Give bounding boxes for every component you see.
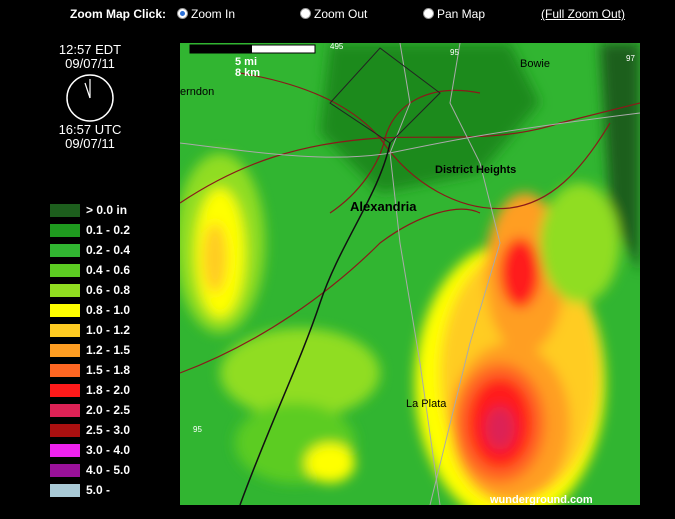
radio-zoom-in[interactable] (177, 8, 188, 19)
local-time: 12:57 EDT (58, 42, 122, 57)
legend-label: 0.8 - 1.0 (86, 303, 131, 317)
legend-swatch (50, 404, 80, 417)
legend-label: 2.5 - 3.0 (86, 423, 131, 437)
legend-label: 0.2 - 0.4 (86, 243, 131, 257)
legend-swatch (50, 344, 80, 357)
legend-swatch (50, 204, 80, 217)
credit: wunderground.com (489, 494, 593, 505)
scale-mi: 5 mi (235, 56, 257, 68)
road-shield: 95 (193, 425, 202, 434)
road-shield: 97 (626, 54, 635, 63)
place-label: District Heights (435, 164, 516, 176)
legend-swatch (50, 464, 80, 477)
legend-swatch (50, 384, 80, 397)
legend-swatch (50, 364, 80, 377)
legend-swatch (50, 304, 80, 317)
legend-swatch (50, 324, 80, 337)
road-shield: 95 (450, 48, 459, 57)
utc-time: 16:57 UTC (58, 122, 122, 137)
option-label[interactable]: Zoom In (191, 7, 236, 21)
radio-pan[interactable] (423, 8, 434, 19)
option-label[interactable]: Pan Map (437, 7, 486, 21)
clock (66, 74, 114, 122)
legend-label: 5.0 - (86, 483, 111, 497)
legend-label: 0.6 - 0.8 (86, 283, 131, 297)
legend-label: 1.5 - 1.8 (86, 363, 131, 377)
full-zoom-link[interactable]: (Full Zoom Out) (541, 7, 626, 21)
option-label[interactable]: Zoom Out (314, 7, 368, 21)
legend-label: 0.4 - 0.6 (86, 263, 131, 277)
legend-label: 1.2 - 1.5 (86, 343, 131, 357)
toolbar-label: Zoom Map Click: (70, 7, 167, 21)
legend-swatch (50, 444, 80, 457)
scale-km: 8 km (235, 67, 260, 79)
legend-swatch (50, 264, 80, 277)
legend-label: 3.0 - 4.0 (86, 443, 131, 457)
road-shield: 495 (330, 43, 344, 51)
radio-zoom-out[interactable] (300, 8, 311, 19)
local-date: 09/07/11 (65, 56, 115, 71)
legend-swatch (50, 224, 80, 237)
place-label: Bowie (520, 58, 550, 70)
legend-swatch (50, 424, 80, 437)
legend-label: 1.8 - 2.0 (86, 383, 131, 397)
place-label: La Plata (406, 398, 447, 410)
legend-label: > 0.0 in (86, 203, 128, 217)
place-label: Alexandria (350, 199, 417, 214)
legend-label: 2.0 - 2.5 (86, 403, 131, 417)
legend-label: 4.0 - 5.0 (86, 463, 131, 477)
legend-swatch (50, 284, 80, 297)
place-label: erndon (180, 86, 214, 98)
utc-date: 09/07/11 (65, 136, 115, 151)
legend-label: 1.0 - 1.2 (86, 323, 131, 337)
radar-map[interactable]: 5 mi 8 km erndon Bowie District Heights … (180, 43, 640, 505)
legend-label: 0.1 - 0.2 (86, 223, 131, 237)
radar-layer: 5 mi 8 km erndon Bowie District Heights … (180, 43, 640, 505)
legend-swatch (50, 244, 80, 257)
legend-swatch (50, 484, 80, 497)
